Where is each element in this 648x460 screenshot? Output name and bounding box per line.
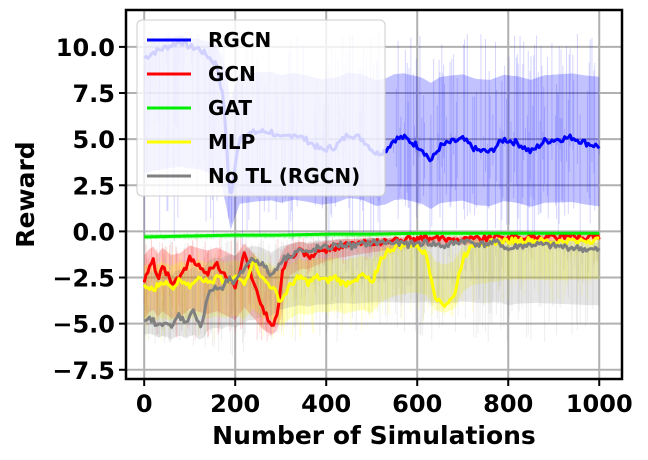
y-tick-label: 10.0 <box>56 34 115 62</box>
axis-ticks: 0 200 400 600 800 1000 −7.5 −5.0 −2.5 0.0 2.5 5.0 7.… <box>52 34 632 418</box>
x-axis-label: Number of Simulations <box>212 421 536 450</box>
y-tick-label: 0.0 <box>72 218 115 246</box>
x-tick-label: 0 <box>136 390 153 418</box>
series-line-mlp <box>142 236 600 308</box>
x-tick-label: 600 <box>392 390 442 418</box>
y-tick-label: 5.0 <box>72 126 115 154</box>
x-tick-label: 200 <box>210 390 260 418</box>
y-tick-label: 2.5 <box>72 172 115 200</box>
legend: RGCN GCN GAT MLP No TL (RGCN) <box>136 19 386 197</box>
y-tick-label: −5.0 <box>52 311 115 339</box>
y-tick-label: 7.5 <box>72 80 115 108</box>
x-tick-label: 400 <box>301 390 351 418</box>
series-line-no-tl-rgcn <box>143 238 601 329</box>
plot-frame <box>124 8 624 381</box>
legend-label: No TL (RGCN) <box>208 164 360 188</box>
legend-label: RGCN <box>208 28 271 52</box>
legend-label: MLP <box>208 130 255 154</box>
series-line-gat <box>144 231 600 239</box>
y-tick-label: −2.5 <box>52 265 115 293</box>
y-axis-label: Reward <box>11 141 40 247</box>
legend-label: GAT <box>208 96 252 120</box>
y-tick-label: −7.5 <box>52 357 115 385</box>
x-tick-label: 800 <box>483 390 533 418</box>
legend-box <box>136 19 386 197</box>
x-tick-label: 1000 <box>566 390 633 418</box>
legend-label: GCN <box>208 62 256 86</box>
